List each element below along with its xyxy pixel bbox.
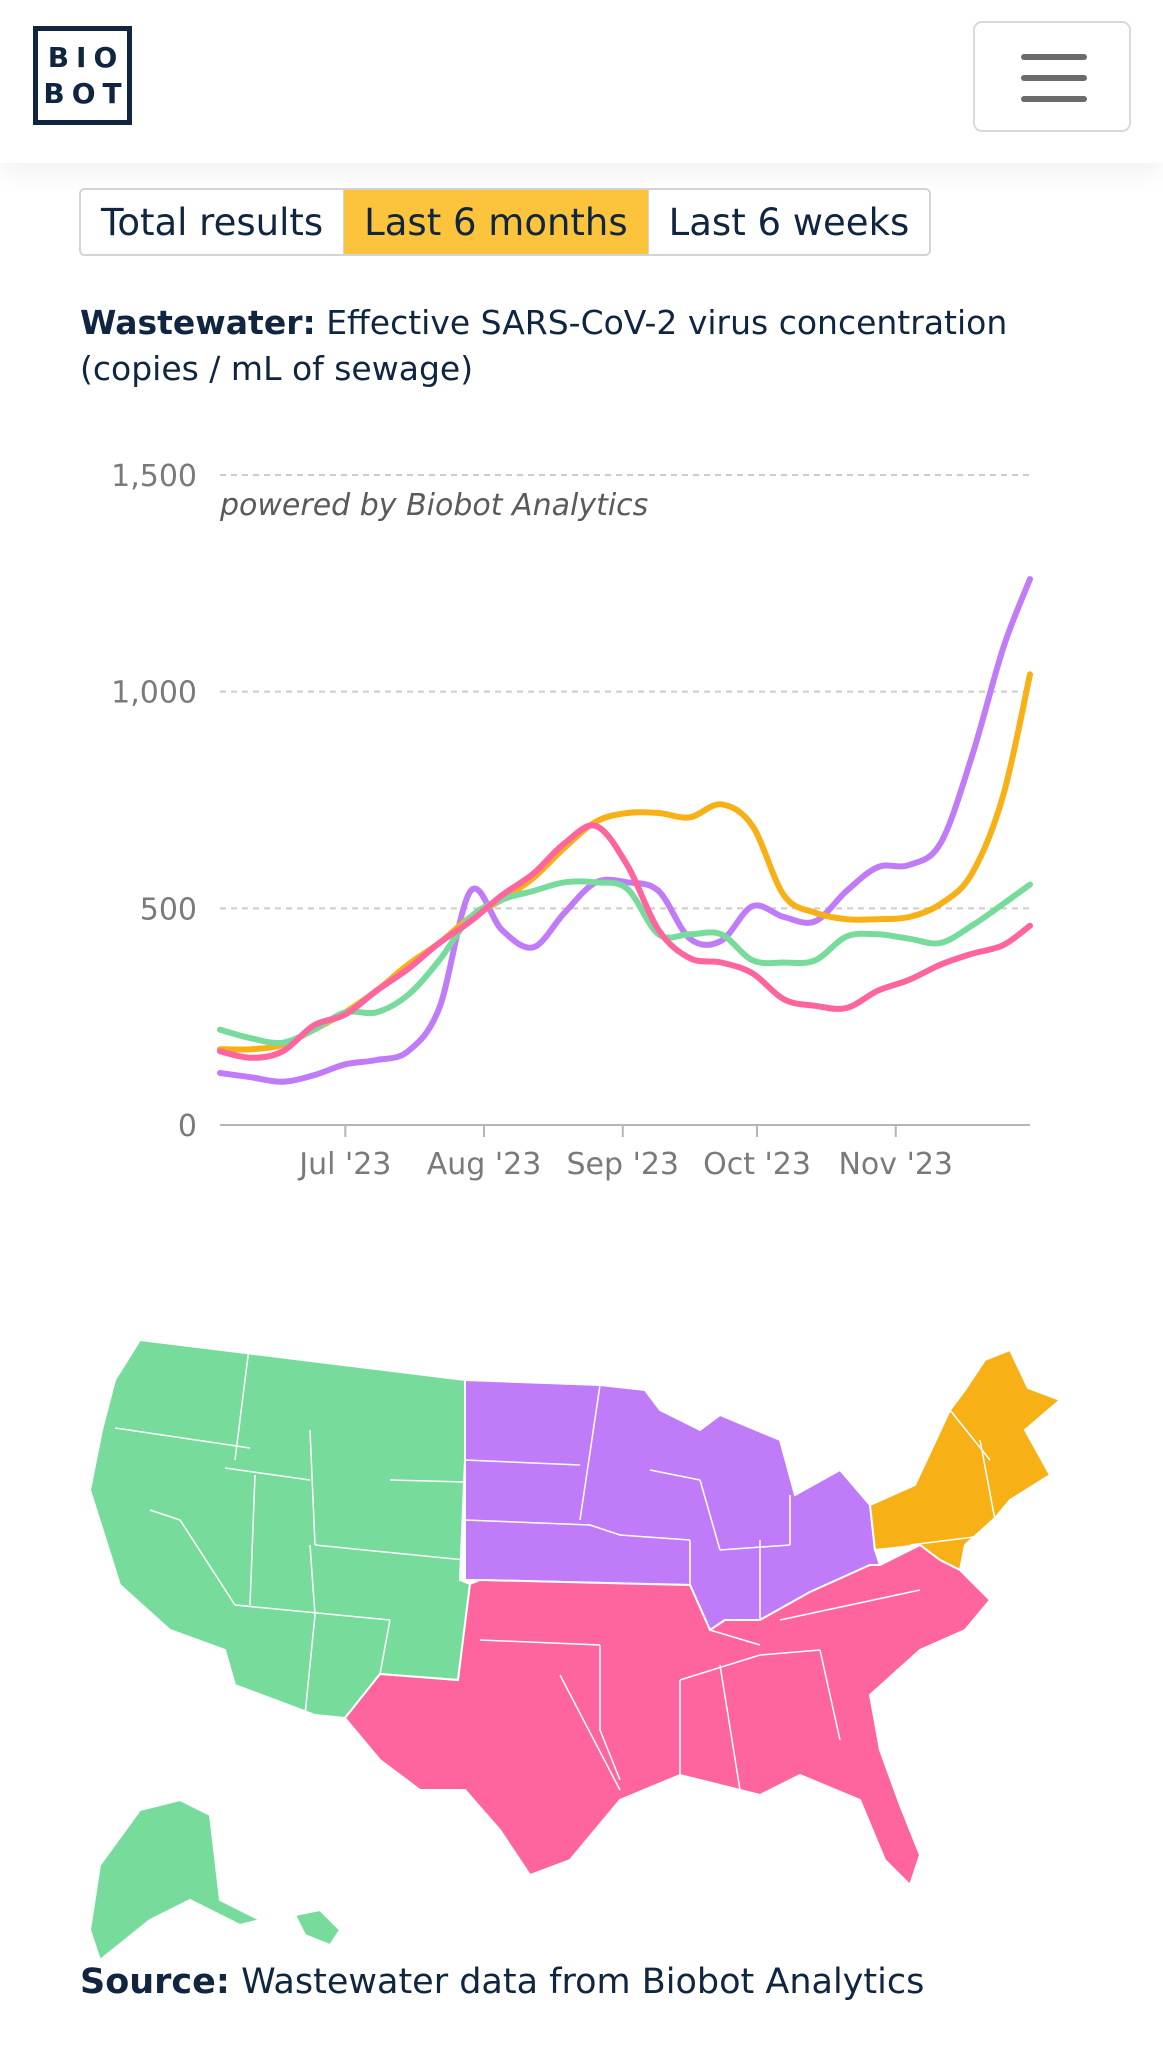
logo-line-2: BOT	[43, 76, 129, 110]
hamburger-menu-button[interactable]	[973, 21, 1131, 132]
region-west-hawaii[interactable]	[293, 1908, 342, 1947]
chart-title: Wastewater: Effective SARS-CoV-2 virus c…	[80, 300, 1090, 392]
y-tick-label: 1,000	[111, 676, 197, 711]
y-tick-label: 1,500	[111, 459, 197, 494]
region-south[interactable]	[343, 1543, 992, 1887]
tab-total-results[interactable]: Total results	[81, 190, 344, 254]
x-tick-label: Aug '23	[427, 1147, 542, 1182]
source-text: Wastewater data from Biobot Analytics	[241, 1962, 925, 2002]
logo-line-1: BIO	[47, 40, 125, 74]
x-tick-label: Oct '23	[703, 1147, 811, 1182]
region-west-alaska[interactable]	[88, 1798, 263, 1960]
y-tick-label: 500	[140, 892, 197, 927]
series-line-4	[217, 822, 1033, 1061]
state-borders	[114, 1339, 996, 1791]
source-label: Source:	[80, 1962, 230, 2002]
x-tick-label: Jul '23	[297, 1147, 391, 1182]
us-regions-map	[88, 1338, 1062, 1960]
region-northeast[interactable]	[868, 1348, 1062, 1572]
time-range-tabs: Total results Last 6 months Last 6 weeks	[79, 188, 932, 256]
region-west[interactable]	[88, 1338, 472, 1720]
tab-last-6-months[interactable]: Last 6 months	[343, 190, 648, 254]
chart-title-bold: Wastewater:	[80, 303, 316, 342]
source-note: Source: Wastewater data from Biobot Anal…	[80, 1962, 924, 2002]
y-tick-label: 0	[178, 1109, 197, 1144]
chart-title-text: Effective SARS-CoV-2 virus concentration…	[80, 303, 1008, 388]
series-line-1	[217, 576, 1033, 1085]
hamburger-menu-icon	[1021, 54, 1087, 60]
hamburger-menu-icon	[1021, 96, 1087, 102]
watermark-text: powered by Biobot Analytics	[219, 488, 648, 523]
x-tick-label: Nov '23	[838, 1147, 953, 1182]
hamburger-menu-icon	[1021, 75, 1087, 81]
x-tick-label: Sep '23	[567, 1147, 680, 1182]
tab-last-6-weeks[interactable]: Last 6 weeks	[647, 190, 930, 254]
site-header: BIO BOT	[0, 0, 1163, 163]
concentration-line-chart: 0 500 1,000 1,500 Jul '23 Aug '23 Sep '23 Oct …	[111, 459, 1033, 1182]
biobot-logo[interactable]: BIO BOT	[33, 26, 132, 125]
